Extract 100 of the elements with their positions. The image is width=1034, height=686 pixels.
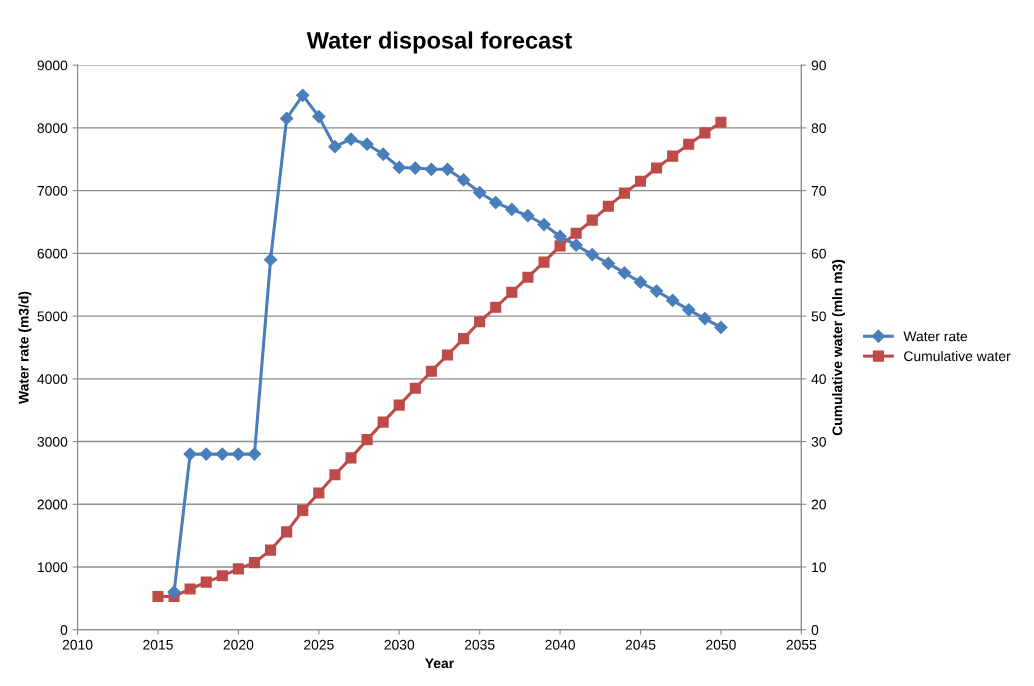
point <box>521 209 535 223</box>
y2-tick-label: 0 <box>811 625 819 635</box>
point <box>361 434 373 446</box>
point <box>183 447 197 461</box>
point <box>602 200 614 212</box>
y-axis-title: Water rate (m3/d) <box>18 291 32 404</box>
y-tick-label: 6000 <box>37 248 68 259</box>
legend-label: Water rate <box>903 331 968 342</box>
y-tick-label: 7000 <box>37 185 68 196</box>
point <box>617 266 632 280</box>
point <box>328 140 342 154</box>
y-tick-label: 9000 <box>37 60 68 71</box>
point <box>538 256 550 268</box>
y2-tick-label: 40 <box>811 374 826 384</box>
point <box>505 202 519 217</box>
point <box>489 195 503 210</box>
chart-title: Water disposal forecast <box>306 31 572 54</box>
point <box>633 275 648 289</box>
point <box>586 214 598 226</box>
y2-tick-label: 30 <box>811 436 826 447</box>
point <box>152 590 164 603</box>
point <box>601 256 615 270</box>
legend-label: Cumulative water <box>904 350 1011 362</box>
point <box>425 365 437 377</box>
point <box>344 132 358 146</box>
point <box>296 88 310 102</box>
point <box>232 563 244 575</box>
point <box>440 162 455 176</box>
point <box>618 187 630 199</box>
point <box>312 110 326 124</box>
y2-tick-label: 70 <box>811 185 826 196</box>
point <box>522 271 534 283</box>
point <box>715 116 727 128</box>
point <box>248 557 261 569</box>
point <box>569 238 583 252</box>
y-tick-label: 8000 <box>37 123 68 134</box>
y2-tick-label: 50 <box>811 311 826 322</box>
point <box>409 382 421 394</box>
point <box>683 138 695 150</box>
y2-tick-label: 90 <box>811 60 826 71</box>
point <box>199 447 213 461</box>
point <box>263 253 278 267</box>
y-tick-label: 4000 <box>37 374 68 384</box>
point <box>474 316 486 328</box>
point <box>345 452 357 464</box>
x-tick-label: 2015 <box>143 639 173 650</box>
point <box>553 229 567 244</box>
y2-tick-label: 20 <box>811 499 826 510</box>
point <box>585 248 599 262</box>
y-tick-label: 3000 <box>37 436 68 447</box>
point <box>490 301 502 313</box>
point <box>265 544 277 556</box>
point <box>215 447 229 461</box>
y2-tick-label: 80 <box>811 123 826 134</box>
point <box>377 416 389 428</box>
point <box>424 162 438 176</box>
point <box>376 147 390 161</box>
x-tick-label: 2055 <box>786 639 817 650</box>
point <box>392 160 406 175</box>
y-tick-label: 2000 <box>37 499 68 510</box>
point <box>441 349 454 361</box>
point <box>247 447 262 461</box>
point <box>650 284 664 298</box>
point <box>698 312 712 326</box>
y-tick-label: 1000 <box>37 562 68 573</box>
point <box>408 161 422 175</box>
point <box>714 320 728 334</box>
point <box>666 293 680 307</box>
y2-axis-title: Cumulative water (mln m3) <box>832 259 846 436</box>
y-tick-label: 0 <box>60 625 68 635</box>
point <box>458 333 470 345</box>
x-tick-label: 2020 <box>223 639 254 650</box>
x-tick-label: 2045 <box>625 639 656 650</box>
point <box>651 162 663 174</box>
point <box>167 585 181 599</box>
point <box>281 526 293 538</box>
point <box>456 173 471 187</box>
y-tick-label: 5000 <box>37 311 68 322</box>
point <box>682 303 696 317</box>
x-axis-title: Year <box>425 658 454 669</box>
point <box>360 137 374 151</box>
x-tick-label: 2035 <box>464 639 495 650</box>
x-tick-label: 2050 <box>706 639 736 650</box>
point <box>537 217 551 232</box>
point <box>329 469 341 481</box>
y2-tick-label: 10 <box>812 562 826 573</box>
point <box>506 286 518 298</box>
x-tick-label: 2040 <box>545 639 575 650</box>
x-tick-label: 2030 <box>384 639 415 650</box>
point <box>231 447 245 461</box>
point <box>216 570 228 582</box>
point <box>570 227 582 239</box>
point <box>699 127 711 139</box>
y2-tick-label: 60 <box>811 248 826 259</box>
x-tick-label: 2025 <box>304 639 334 650</box>
point <box>297 505 309 517</box>
point <box>667 150 679 162</box>
point <box>280 111 294 126</box>
point <box>184 583 196 595</box>
point <box>393 399 405 411</box>
